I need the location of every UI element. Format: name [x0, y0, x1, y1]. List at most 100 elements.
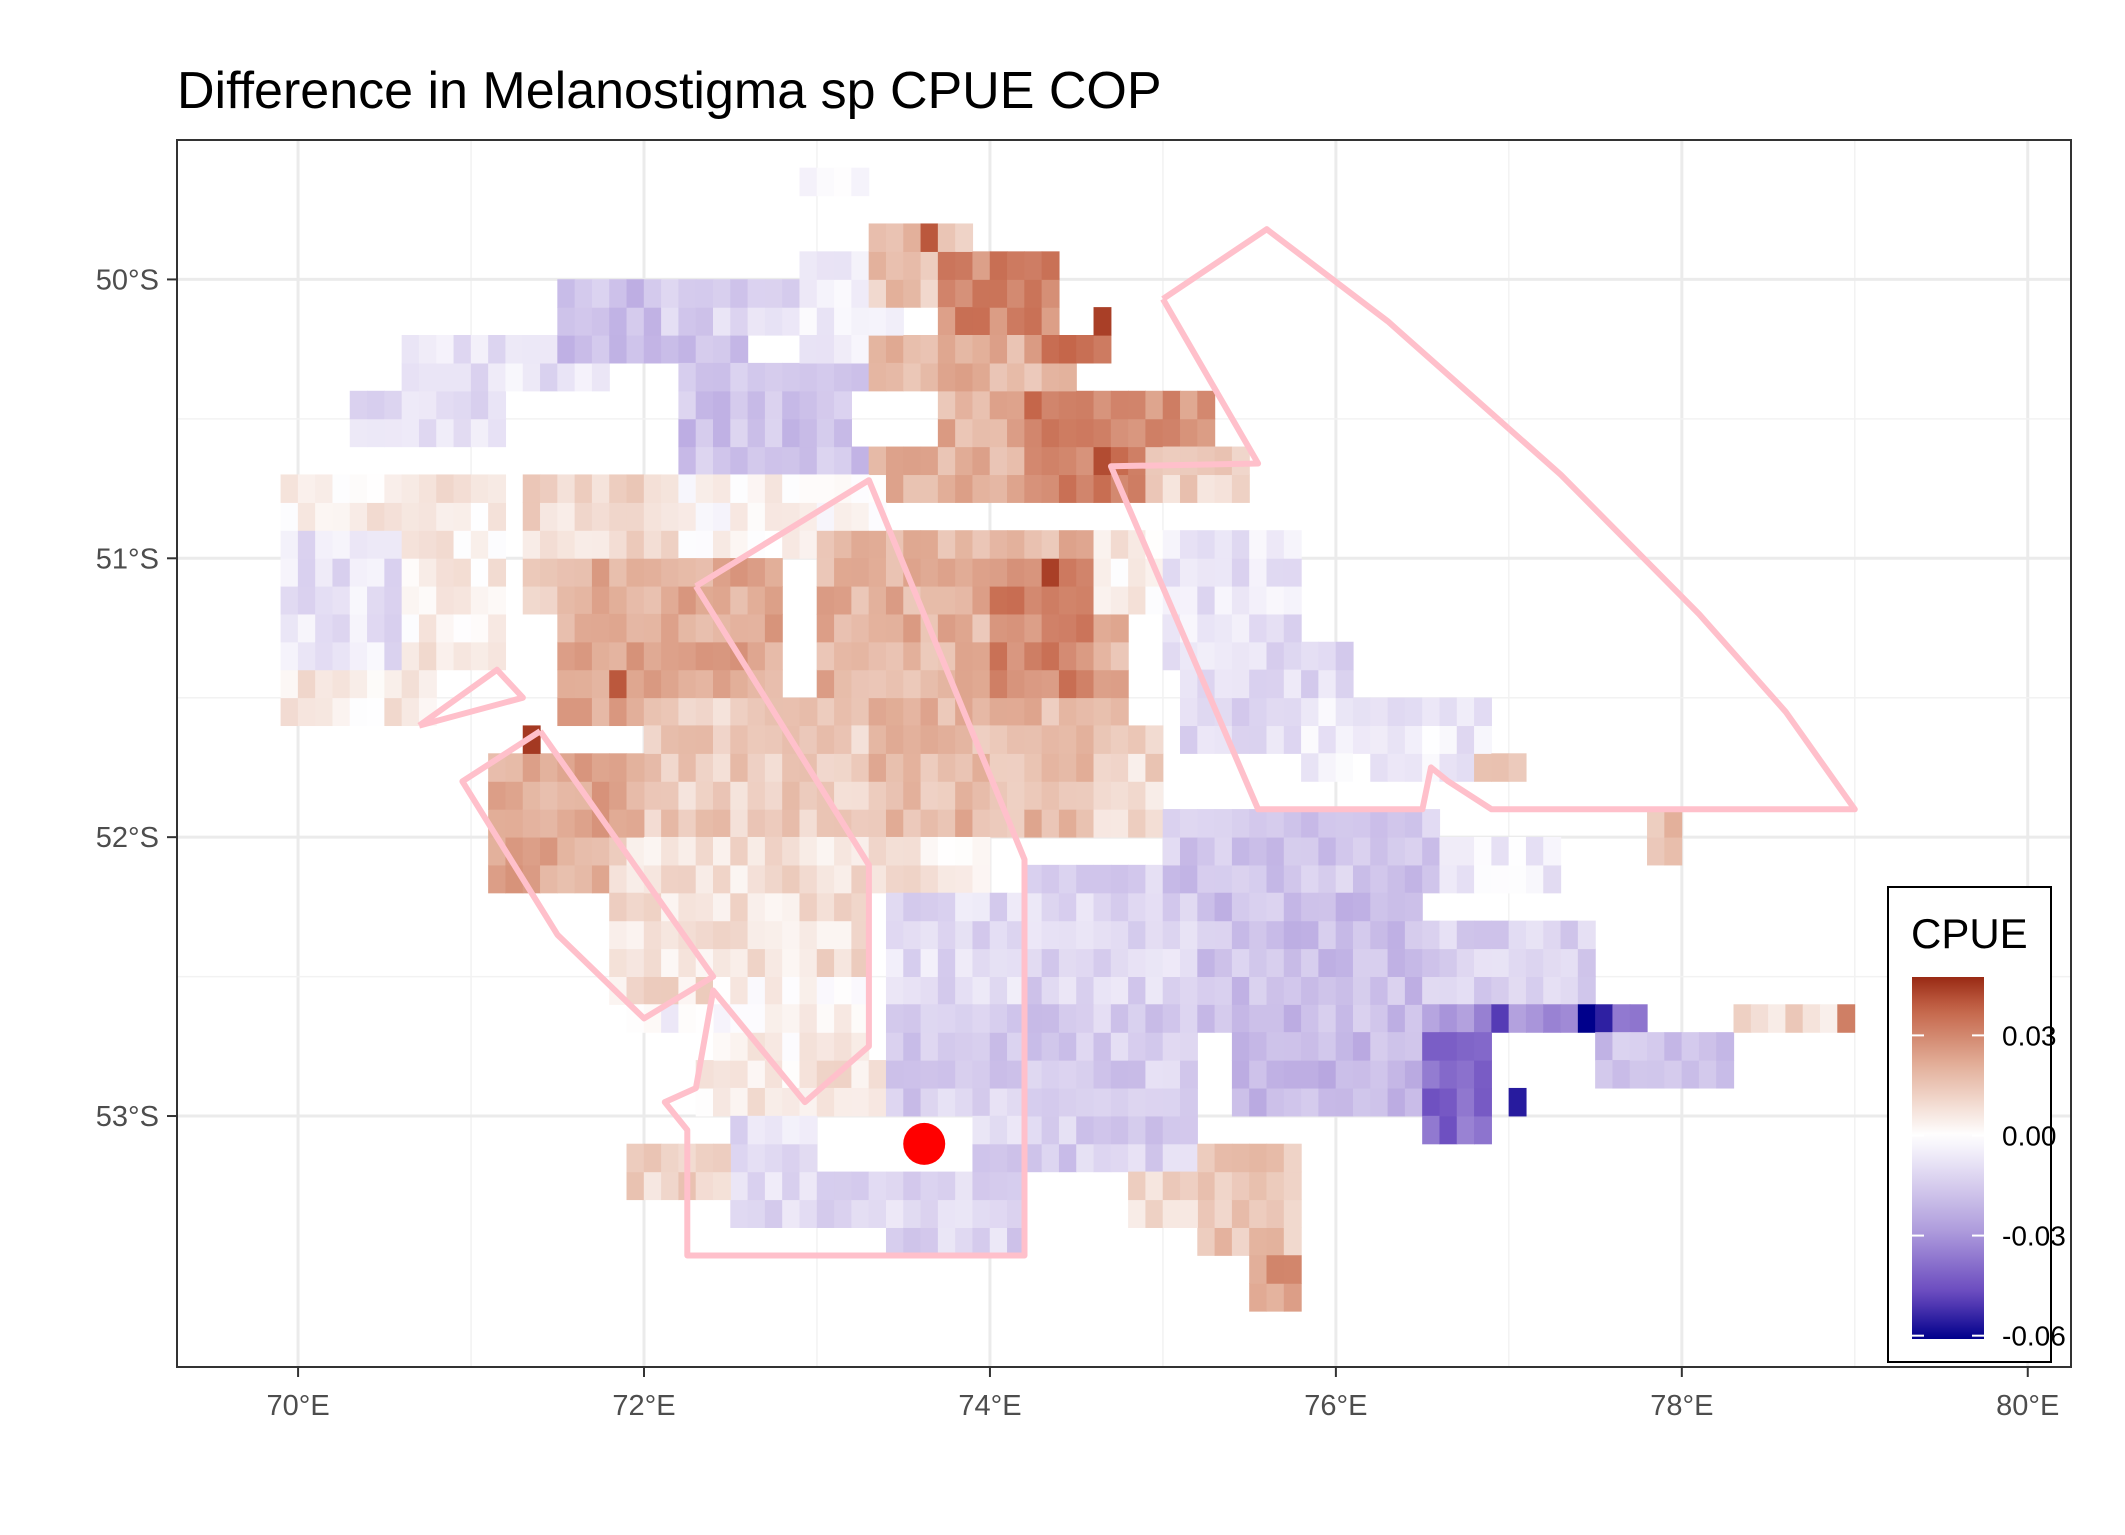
- cpue-cell: [816, 1087, 835, 1117]
- cpue-cell: [885, 1087, 904, 1117]
- cpue-cell: [799, 446, 818, 476]
- cpue-cell: [1145, 725, 1164, 754]
- area-outlines: [417, 226, 1858, 1259]
- cpue-cell: [643, 641, 662, 671]
- cpue-cell: [384, 669, 403, 699]
- cpue-cell: [1145, 1199, 1164, 1228]
- cpue-cell: [1249, 892, 1268, 922]
- cpue-cell: [747, 362, 766, 392]
- cpue-cell: [1249, 1255, 1268, 1284]
- cpue-cell: [661, 725, 680, 754]
- cpue-cell: [1525, 1004, 1544, 1033]
- cpue-cell: [297, 530, 316, 559]
- cpue-cell: [1266, 697, 1285, 727]
- cpue-cell: [1041, 307, 1060, 336]
- cpue-cell: [661, 809, 680, 838]
- cpue-cell: [1110, 809, 1129, 838]
- cpue-cell: [678, 753, 697, 782]
- cpue-cell: [937, 1171, 956, 1201]
- cpue-cell: [540, 753, 558, 782]
- cpue-cell: [1214, 474, 1233, 503]
- cpue-cell: [1370, 1004, 1389, 1033]
- cpue-cell: [1024, 1143, 1043, 1173]
- cpue-cell: [1422, 697, 1441, 727]
- cpue-cell: [1249, 1087, 1268, 1117]
- cpue-cell: [920, 279, 939, 308]
- cpue-cell: [1698, 1032, 1717, 1061]
- cpue-cell: [315, 474, 334, 503]
- cpue-cell: [470, 530, 489, 559]
- cpue-cell: [972, 558, 991, 587]
- cpue-cell: [1370, 1060, 1389, 1089]
- cpue-cell: [557, 307, 576, 336]
- cpue-cell: [799, 920, 818, 950]
- cpue-cell: [1422, 1115, 1441, 1145]
- cpue-cell: [332, 530, 351, 559]
- cpue-cell: [1301, 641, 1319, 671]
- cpue-cell: [1249, 948, 1268, 977]
- cpue-cell: [747, 1087, 766, 1117]
- cpue-cell: [1145, 418, 1164, 448]
- cpue-cell: [1162, 1004, 1181, 1033]
- cpue-cell: [713, 1171, 731, 1201]
- cpue-cell: [955, 669, 974, 699]
- cpue-cell: [401, 669, 420, 699]
- cpue-cell: [1283, 976, 1302, 1005]
- cpue-cell: [349, 418, 368, 448]
- cpue-cell: [782, 836, 801, 866]
- cpue-cell: [1007, 335, 1025, 364]
- cpue-cell: [834, 1004, 852, 1033]
- cpue-cell: [747, 279, 766, 308]
- cpue-cell: [713, 362, 731, 392]
- cpue-cell: [1283, 1004, 1302, 1033]
- cpue-cell: [1145, 1032, 1164, 1061]
- cpue-cell: [955, 920, 974, 950]
- cpue-cell: [955, 335, 974, 364]
- cpue-cell: [1249, 976, 1268, 1005]
- cpue-cell: [713, 530, 731, 559]
- cpue-cell: [1024, 530, 1043, 559]
- cpue-cell: [730, 1171, 749, 1201]
- cpue-cell: [730, 809, 749, 838]
- cpue-cell: [972, 976, 991, 1005]
- cpue-cell: [834, 558, 852, 587]
- cpue-cell: [851, 781, 870, 810]
- cpue-cell: [903, 976, 922, 1005]
- cpue-cell: [730, 1199, 749, 1228]
- cpue-cell: [1231, 1032, 1250, 1061]
- cpue-cell: [1110, 1115, 1129, 1145]
- cpue-cell: [1162, 530, 1181, 559]
- cpue-cell: [453, 362, 472, 392]
- cpue-cell: [367, 474, 385, 503]
- cpue-cell: [591, 585, 610, 615]
- cpue-cell: [885, 948, 904, 977]
- cpue-cell: [1231, 530, 1250, 559]
- cpue-cell: [488, 585, 507, 615]
- cpue-cell: [1180, 669, 1198, 699]
- cpue-cell: [937, 307, 956, 336]
- cpue-cell: [1214, 1004, 1233, 1033]
- cpue-cell: [1474, 920, 1492, 950]
- cpue-cell: [885, 976, 904, 1005]
- cpue-cell: [868, 1087, 887, 1117]
- cpue-cell: [1197, 1171, 1216, 1201]
- cpue-cell: [972, 474, 991, 503]
- cpue-cell: [1577, 1004, 1596, 1033]
- cpue-cell: [1076, 753, 1095, 782]
- cpue-cell: [557, 781, 576, 810]
- cpue-cell: [297, 697, 316, 727]
- cpue-cell: [609, 307, 628, 336]
- cpue-cell: [920, 251, 939, 280]
- cpue-cell: [1024, 362, 1043, 392]
- cpue-cell: [1404, 920, 1423, 950]
- cpue-cell: [799, 279, 818, 308]
- cpue-cell: [747, 948, 766, 977]
- cpue-cell: [868, 725, 887, 754]
- cpue-cell: [730, 362, 749, 392]
- cpue-cell: [1422, 920, 1441, 950]
- cpue-cell: [315, 558, 334, 587]
- cpue-cell: [1249, 613, 1268, 643]
- cpue-cell: [1352, 1032, 1371, 1061]
- cpue-cell: [626, 335, 645, 364]
- cpue-cell: [1560, 976, 1579, 1005]
